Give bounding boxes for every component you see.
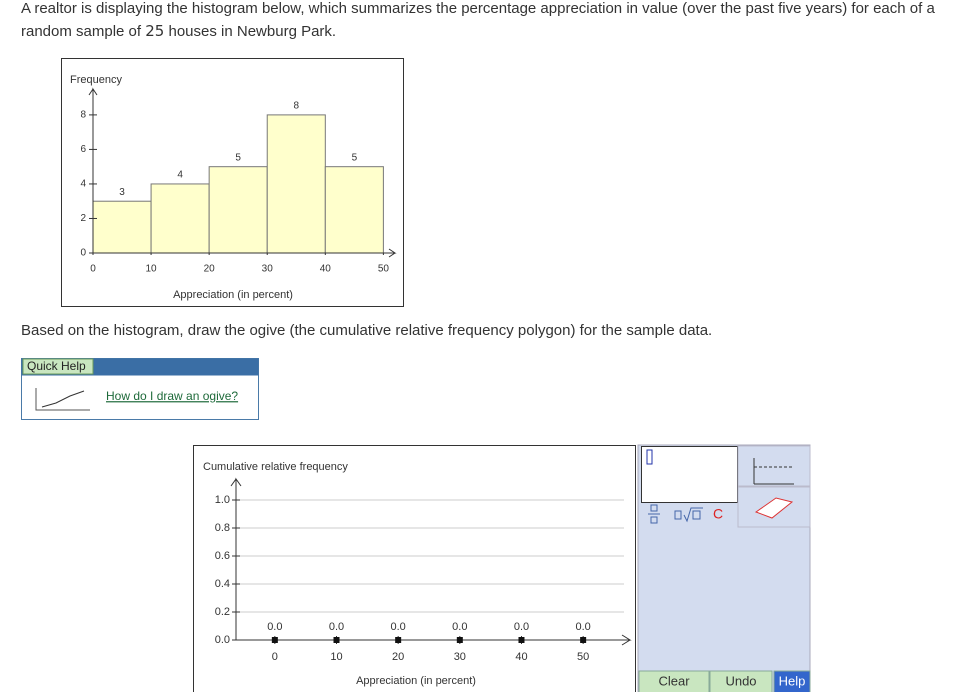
input-box[interactable] — [641, 446, 738, 503]
y-tick-label: 0.6 — [215, 550, 230, 562]
bar — [324, 166, 384, 254]
help-link[interactable]: How do I draw an ogive? — [106, 389, 238, 403]
x-tick-label: 10 — [330, 651, 342, 663]
value-label: 8 — [293, 101, 299, 112]
tool-button[interactable] — [773, 670, 811, 692]
x-tick-label: 10 — [146, 264, 158, 275]
value-label: 0.0 — [575, 621, 590, 633]
point[interactable] — [333, 637, 340, 643]
y-tick-label: 8 — [80, 110, 86, 121]
point[interactable] — [456, 637, 463, 643]
y-tick-label: 0.4 — [215, 578, 230, 590]
bar — [150, 183, 210, 254]
x-tick-label: 0 — [272, 651, 278, 663]
value-label: 4 — [177, 170, 183, 181]
y-tick-label: 0.0 — [215, 634, 230, 646]
tool-button-label[interactable]: Clear — [658, 673, 690, 688]
sqrt-tool[interactable] — [674, 507, 703, 523]
y-axis — [88, 87, 98, 253]
bar — [266, 114, 326, 254]
x-tick-label: 20 — [392, 651, 404, 663]
x-axis — [93, 248, 397, 258]
y-tick-label: 0 — [80, 248, 86, 259]
ogive-icon — [35, 388, 90, 411]
bar — [92, 200, 152, 254]
point[interactable] — [271, 637, 278, 643]
point[interactable] — [580, 637, 587, 643]
value-label: 0.0 — [267, 621, 282, 633]
question-text: houses in Newburg Park. — [168, 23, 337, 40]
question: A realtor is displaying the histogram be… — [21, 0, 941, 43]
instruction: Based on the histogram, draw the ogive (… — [21, 322, 713, 339]
value-label: 5 — [235, 152, 241, 163]
x-tick-label: 50 — [577, 651, 589, 663]
y-tick-label: 2 — [80, 213, 86, 224]
x-axis — [236, 634, 632, 646]
quick-help-tab — [22, 358, 94, 375]
x-tick-label: 0 — [90, 264, 96, 275]
histogram-frame — [61, 58, 404, 307]
x-axis-label: Appreciation (in percent) — [356, 675, 476, 687]
y-axis-label: Cumulative relative frequency — [203, 461, 348, 473]
tool-button-label[interactable]: Help — [779, 673, 806, 688]
graph-panel — [193, 445, 636, 692]
x-tick-label: 20 — [204, 264, 216, 275]
y-tick-label: 4 — [80, 179, 86, 190]
bar — [208, 166, 268, 254]
fraction-tool[interactable] — [648, 504, 660, 524]
value-label: 0.0 — [514, 621, 529, 633]
tool-button[interactable] — [709, 670, 773, 692]
quick-help-title: Quick Help — [27, 359, 86, 373]
y-axis-label: Frequency — [70, 74, 122, 86]
value-label: 3 — [119, 187, 125, 198]
question-text: A realtor is displaying the histogram be… — [21, 0, 935, 40]
value-label: 0.0 — [391, 621, 406, 633]
x-tick-label: 30 — [454, 651, 466, 663]
y-tick-label: 6 — [80, 144, 86, 155]
value-label: 5 — [352, 152, 358, 163]
cursor — [646, 449, 653, 465]
line-tool[interactable] — [737, 445, 811, 487]
eraser-tool[interactable] — [737, 486, 811, 528]
y-tick-label: 0.2 — [215, 606, 230, 618]
sample-size: 25 — [145, 22, 165, 40]
tool-button-label[interactable]: Undo — [725, 673, 756, 688]
x-tick-label: 40 — [320, 264, 332, 275]
y-tick-label: 0.8 — [215, 522, 230, 534]
point[interactable] — [518, 637, 525, 643]
x-tick-label: 40 — [515, 651, 527, 663]
tool-button[interactable] — [638, 670, 710, 692]
x-tick-label: 50 — [378, 264, 390, 275]
clear-input-button[interactable]: C — [713, 506, 723, 522]
value-label: 0.0 — [329, 621, 344, 633]
value-label: 0.0 — [452, 621, 467, 633]
y-tick-label: 1.0 — [215, 494, 230, 506]
point[interactable] — [395, 637, 402, 643]
x-tick-label: 30 — [262, 264, 274, 275]
x-axis-label: Appreciation (in percent) — [173, 289, 293, 301]
y-axis — [230, 477, 242, 640]
